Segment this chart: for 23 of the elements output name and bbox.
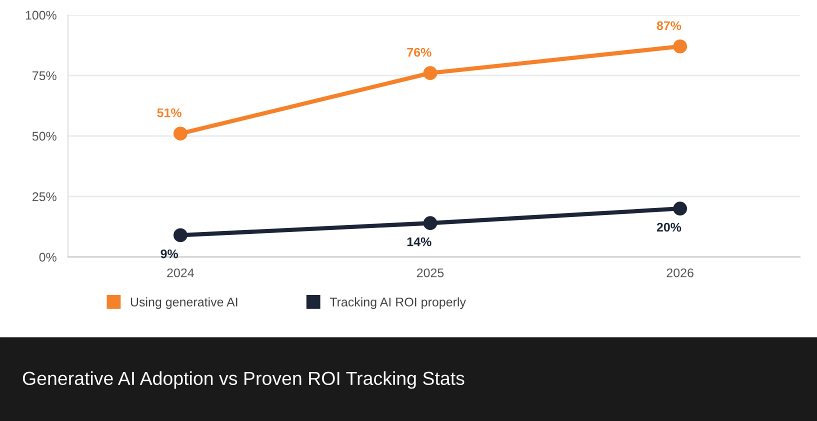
x-tick-label: 2025 <box>416 268 444 278</box>
data-label: 76% <box>407 48 432 57</box>
point <box>173 126 188 141</box>
data-label: 20% <box>656 222 682 232</box>
x-tick-label: 2024 <box>167 268 194 278</box>
point <box>423 216 438 230</box>
point <box>673 202 688 216</box>
y-tick-label: 100% <box>26 10 56 20</box>
legend-label: Tracking AI ROI properly <box>330 297 466 309</box>
text: Generative AI Adoption vs Proven ROI Tracking Stats <box>22 371 464 389</box>
point <box>423 66 438 80</box>
data-label: 51% <box>157 108 182 118</box>
point <box>173 228 188 242</box>
y-tick-label: 75% <box>32 71 56 80</box>
y-tick-label: 0% <box>39 252 56 262</box>
y-tick-label: 50% <box>32 132 56 141</box>
point <box>673 40 688 54</box>
y-tick-label: 25% <box>32 192 56 202</box>
x-tick-label: 2026 <box>666 268 694 278</box>
data-label: 9% <box>160 249 178 258</box>
data-label: 14% <box>407 237 432 246</box>
data-label: 87% <box>656 21 682 30</box>
legend-label: Using generative AI <box>130 297 238 309</box>
